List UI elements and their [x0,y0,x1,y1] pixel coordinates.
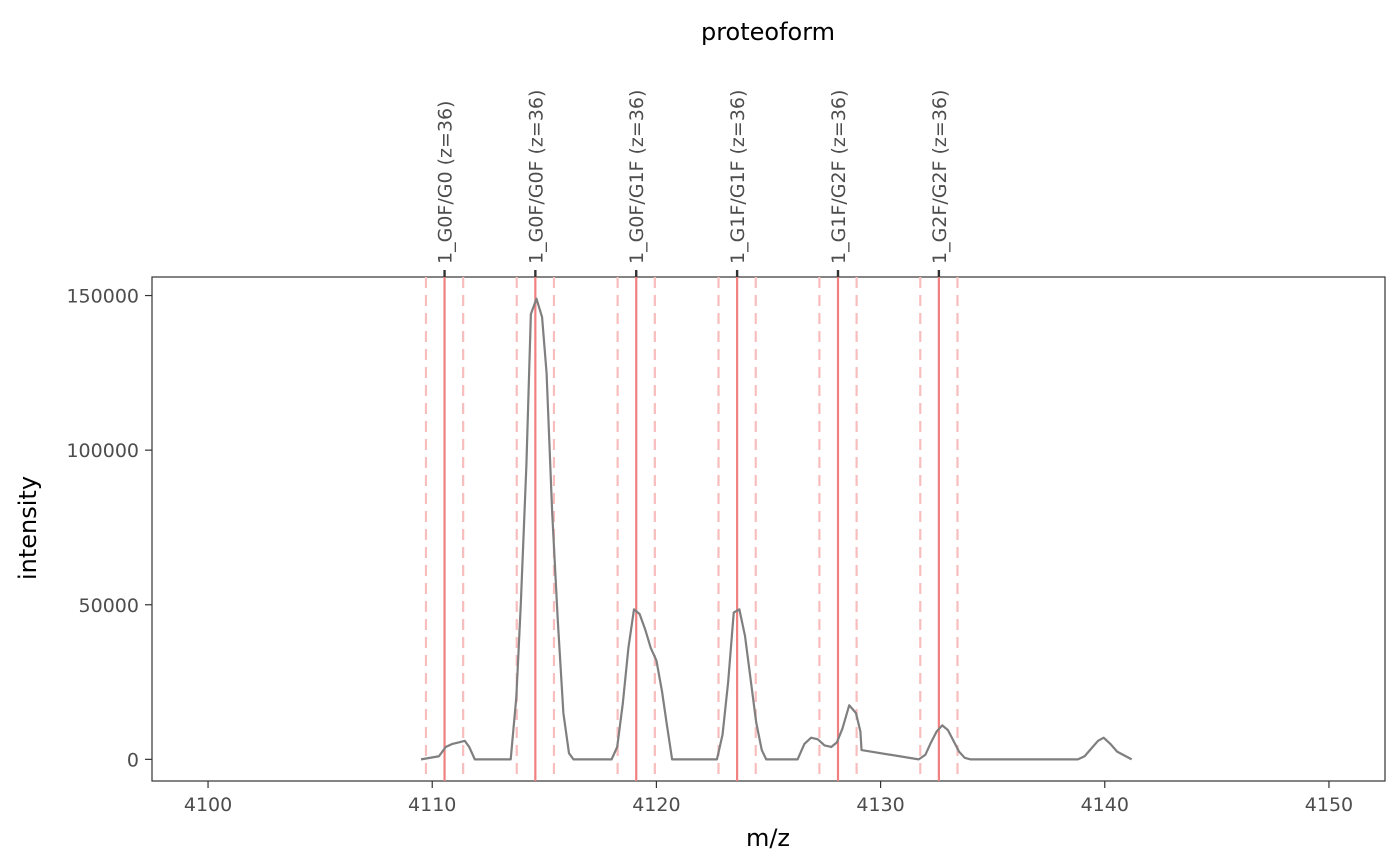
proteoform-label-3: 1_G1F/G1F (z=36) [727,90,749,264]
proteoform-reference-lines [424,277,959,781]
top-axis-title: proteoform [701,18,835,46]
x-axis-title: m/z [746,824,790,852]
y-axis-title: intensity [14,476,42,580]
y-tick-label-2: 100000 [66,440,139,462]
y-axis: 0 50000 100000 150000 [66,286,152,771]
y-tick-label-1: 50000 [79,595,139,617]
top-axis-labels: 1_G0F/G0 (z=36) 1_G0F/G0F (z=36) 1_G0F/G1F… [435,90,951,264]
y-tick-label-0: 0 [127,749,139,771]
proteoform-label-5: 1_G2F/G2F (z=36) [929,90,951,264]
proteoform-label-1: 1_G0F/G0F (z=36) [525,90,547,264]
proteoform-label-2: 1_G0F/G1F (z=36) [626,90,648,264]
x-tick-label-2: 4120 [632,794,680,816]
y-tick-label-3: 150000 [66,286,139,308]
proteoform-label-0: 1_G0F/G0 (z=36) [435,101,457,264]
x-axis: 4100 4110 4120 4130 4140 4150 [184,781,1353,816]
spectrum-line [420,297,1133,761]
x-tick-label-4: 4140 [1081,794,1129,816]
top-axis-ticks [443,270,941,277]
x-tick-label-3: 4130 [856,794,904,816]
x-tick-label-0: 4100 [184,794,232,816]
proteoform-label-4: 1_G1F/G2F (z=36) [828,90,850,264]
x-tick-label-1: 4110 [408,794,456,816]
plot-area [151,276,1386,782]
x-tick-label-5: 4150 [1305,794,1353,816]
plot-panel [151,276,1386,782]
